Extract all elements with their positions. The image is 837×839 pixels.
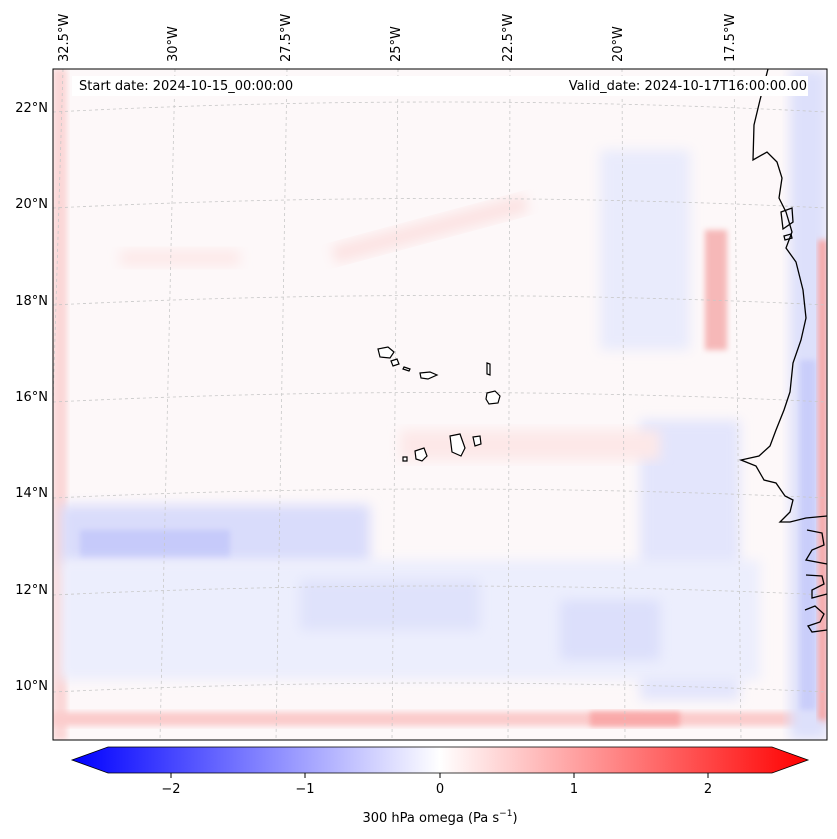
lon-tick-30w: 30°W bbox=[166, 26, 181, 62]
lon-tick-20w: 20°W bbox=[611, 26, 626, 62]
colorbar-tick-label: 2 bbox=[704, 782, 712, 797]
lat-tick-16n: 16°N bbox=[15, 390, 48, 405]
header-bar bbox=[72, 76, 808, 96]
graticule bbox=[53, 69, 827, 740]
colorbar-tick-label: −1 bbox=[295, 782, 314, 797]
lon-tick-17-5w: 17.5°W bbox=[723, 14, 738, 62]
colorbar-title: 300 hPa omega (Pa s−1) bbox=[362, 809, 517, 826]
start-date-label: Start date: 2024-10-15_00:00:00 bbox=[79, 79, 294, 94]
lon-tick-27-5w: 27.5°W bbox=[279, 14, 294, 62]
lat-tick-10n: 10°N bbox=[15, 679, 48, 694]
valid-date-label: Valid_date: 2024-10-17T16:00:00.00 bbox=[568, 79, 807, 94]
lat-tick-12n: 12°N bbox=[15, 583, 48, 598]
colorbar-title-main: 300 hPa omega (Pa s bbox=[362, 811, 499, 826]
colorbar-title-close: ) bbox=[512, 811, 517, 826]
omega-field bbox=[53, 69, 827, 740]
lat-tick-20n: 20°N bbox=[15, 197, 48, 212]
colorbar: −2 −1 0 1 2 300 hPa omega (Pa s−1) bbox=[70, 746, 810, 826]
cape-verde-islands bbox=[377, 346, 501, 462]
colorbar-tick-label: 1 bbox=[570, 782, 578, 797]
lon-tick-22-5w: 22.5°W bbox=[501, 14, 516, 62]
lon-tick-32-5w: 32.5°W bbox=[57, 14, 72, 62]
colorbar-tick-label: 0 bbox=[436, 782, 444, 797]
colorbar-title-sup: −1 bbox=[499, 809, 512, 819]
lat-tick-22n: 22°N bbox=[15, 101, 48, 116]
colorbar-bar bbox=[70, 746, 810, 774]
african-coastline bbox=[738, 68, 828, 633]
colorbar-tick-label: −2 bbox=[161, 782, 180, 797]
lat-tick-14n: 14°N bbox=[15, 486, 48, 501]
lat-tick-18n: 18°N bbox=[15, 294, 48, 309]
map-frame bbox=[52, 68, 828, 741]
lon-tick-25w: 25°W bbox=[389, 26, 404, 62]
